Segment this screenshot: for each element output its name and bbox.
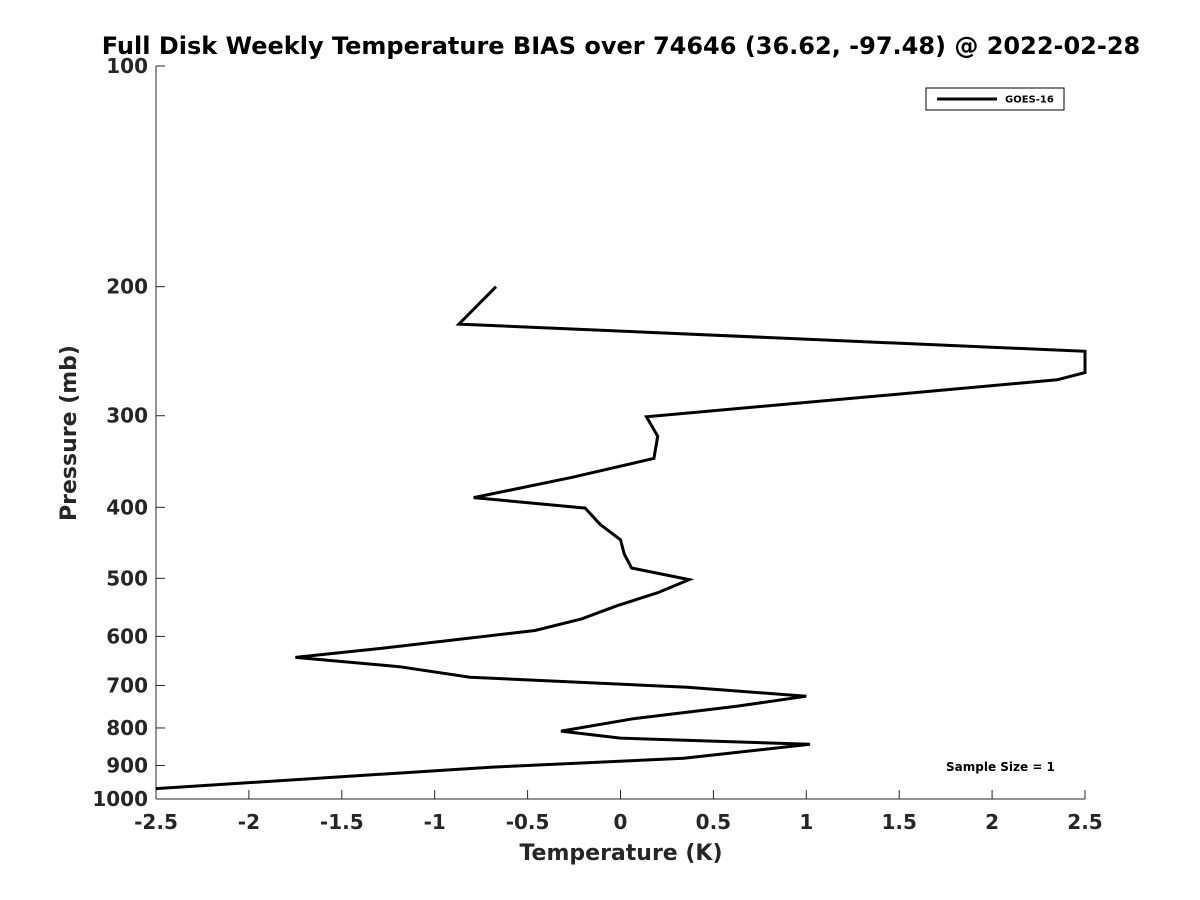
x-tick-label: -1	[424, 810, 446, 834]
y-tick-label: 200	[106, 275, 148, 299]
x-tick-label: -1.5	[320, 810, 364, 834]
y-tick-label: 800	[106, 716, 148, 740]
sample-size-annotation: Sample Size = 1	[946, 760, 1055, 774]
x-tick-label: 0.5	[696, 810, 731, 834]
x-axis-label: Temperature (K)	[519, 841, 722, 866]
x-tick-label: 0	[614, 810, 628, 834]
y-tick-label: 500	[106, 566, 148, 590]
x-tick-label: 2.5	[1067, 810, 1102, 834]
y-tick-label: 600	[106, 624, 148, 648]
chart-title: Full Disk Weekly Temperature BIAS over 7…	[102, 32, 1141, 60]
x-tick-label: -0.5	[506, 810, 550, 834]
y-tick-label: 100	[106, 54, 148, 78]
y-axis-label: Pressure (mb)	[57, 345, 82, 521]
x-tick-label: -2.5	[134, 810, 178, 834]
y-tick-label: 700	[106, 673, 148, 697]
legend: GOES-16	[925, 87, 1065, 111]
x-tick-label: 1	[799, 810, 813, 834]
y-tick-label: 300	[106, 404, 148, 428]
y-tick-label: 400	[106, 495, 148, 519]
series-line-goes-16	[155, 285, 1087, 791]
x-tick-label: 1.5	[881, 810, 916, 834]
y-tick-label: 1000	[92, 787, 148, 811]
plot-area: -2.5 -2 -1.5 -1 -0.5 0 0.5 1 1.5 2 2.5 100 200 300 400…	[92, 54, 1102, 834]
x-tick-label: 2	[985, 810, 999, 834]
legend-entry-goes-16: GOES-16	[1005, 95, 1054, 106]
y-tick-label: 900	[106, 753, 148, 777]
x-tick-label: -2	[238, 810, 260, 834]
